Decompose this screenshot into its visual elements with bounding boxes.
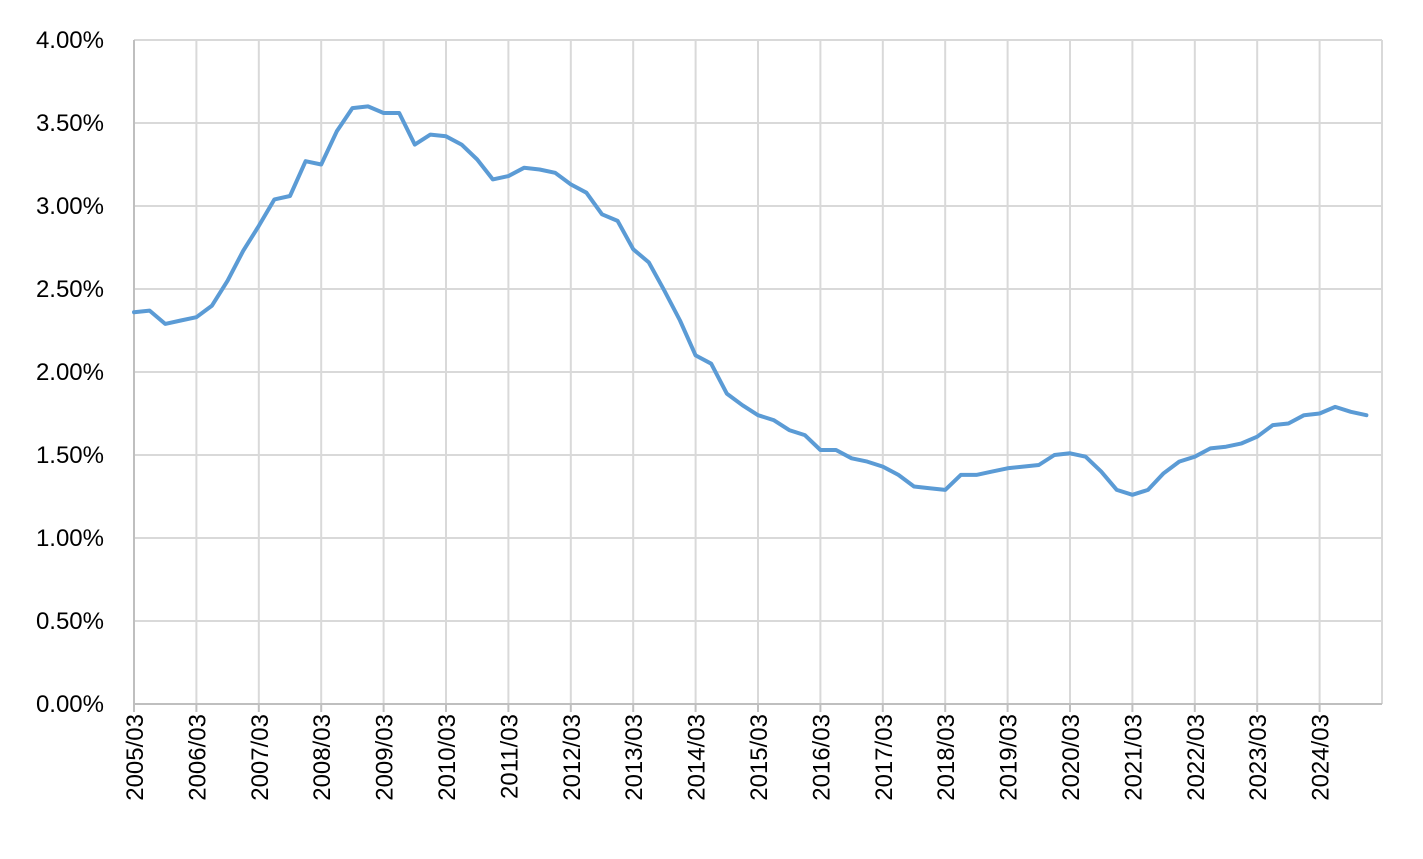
x-tick-label: 2023/03 [1245,714,1272,801]
y-axis-tick-labels: 0.00% 0.50% 1.00% 1.50% 2.00% 2.50% 3.00% 3.50%… [36,27,104,718]
y-tick-label: 3.50% [36,110,104,137]
y-tick-label: 1.00% [36,525,104,552]
x-tick-label: 2013/03 [621,714,648,801]
y-tick-label: 3.00% [36,193,104,220]
x-tick-label: 2009/03 [372,714,399,801]
x-tick-label: 2010/03 [434,714,461,801]
axes [133,40,1382,712]
x-tick-label: 2016/03 [808,714,835,801]
x-tick-label: 2006/03 [184,714,211,801]
y-tick-label: 1.50% [36,442,104,469]
x-tick-label: 2015/03 [746,714,773,801]
x-tick-label: 2021/03 [1120,714,1147,801]
series-group [132,104,1369,497]
x-tick-label: 2014/03 [684,714,711,801]
x-tick-label: 2020/03 [1058,714,1085,801]
series-line [132,104,1369,497]
y-tick-label: 2.50% [36,276,104,303]
x-tick-label: 2012/03 [559,714,586,801]
y-tick-label: 0.50% [36,608,104,635]
x-tick-label: 2022/03 [1183,714,1210,801]
x-tick-label: 2005/03 [122,714,149,801]
y-tick-label: 0.00% [36,691,104,718]
y-tick-label: 2.00% [36,359,104,386]
x-tick-label: 2018/03 [933,714,960,801]
x-tick-label: 2008/03 [309,714,336,801]
x-tick-label: 2011/03 [496,714,523,799]
x-tick-label: 2007/03 [247,714,274,801]
x-axis-tick-labels: 2005/03 2006/03 2007/03 2008/03 2009/03 2010/… [122,714,1335,801]
x-tick-label: 2017/03 [871,714,898,801]
x-tick-label: 2024/03 [1308,714,1335,801]
x-tick-label: 2019/03 [996,714,1023,801]
y-tick-label: 4.00% [36,27,104,54]
